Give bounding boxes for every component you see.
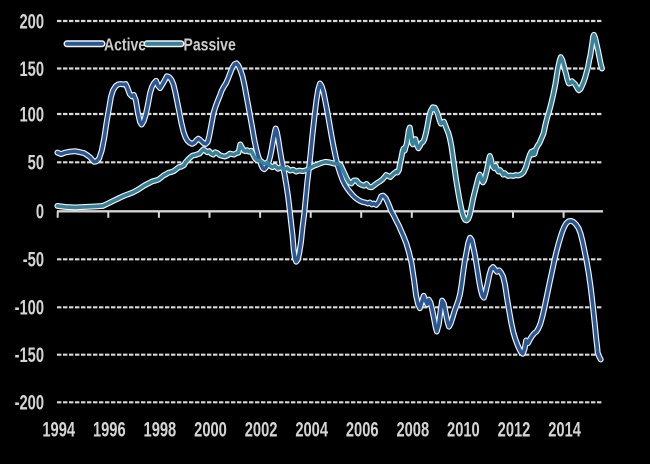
svg-text:2008: 2008 xyxy=(396,418,429,441)
svg-text:1994: 1994 xyxy=(42,418,75,441)
svg-text:2010: 2010 xyxy=(447,418,480,441)
svg-text:2002: 2002 xyxy=(245,418,278,441)
svg-text:-200: -200 xyxy=(15,391,44,414)
svg-text:-100: -100 xyxy=(15,296,44,319)
svg-text:Passive: Passive xyxy=(184,35,236,55)
svg-text:2014: 2014 xyxy=(548,418,581,441)
svg-text:1996: 1996 xyxy=(93,418,126,441)
svg-text:Active: Active xyxy=(104,35,146,55)
svg-text:100: 100 xyxy=(19,103,44,126)
svg-text:50: 50 xyxy=(28,151,44,174)
svg-text:0: 0 xyxy=(36,200,44,223)
svg-text:2012: 2012 xyxy=(498,418,531,441)
svg-text:1998: 1998 xyxy=(144,418,177,441)
svg-text:2000: 2000 xyxy=(194,418,227,441)
svg-text:2004: 2004 xyxy=(295,418,328,441)
svg-text:-150: -150 xyxy=(15,343,44,366)
svg-text:-50: -50 xyxy=(23,248,44,271)
svg-text:200: 200 xyxy=(19,10,44,33)
svg-text:2006: 2006 xyxy=(346,418,379,441)
svg-text:150: 150 xyxy=(19,57,44,80)
